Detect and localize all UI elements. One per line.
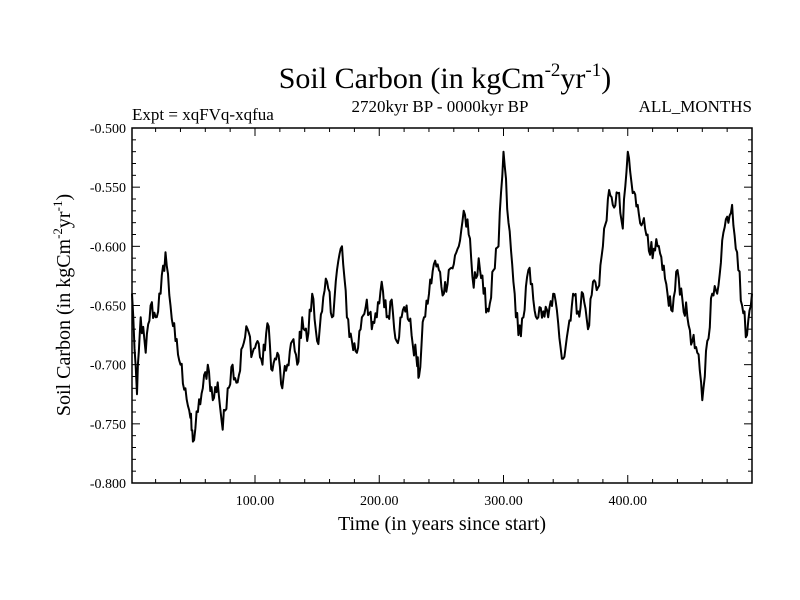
series-line-soil-carbon: [131, 150, 753, 443]
chart-title-end: ): [601, 62, 611, 95]
chart-title: Soil Carbon (in kgCm-2yr-1): [279, 60, 612, 95]
chart-title-sup1: -2: [545, 60, 561, 81]
y-axis: -0.500 -0.550 -0.600 -0.650 -0.700 -0.750 -0.8…: [90, 122, 752, 492]
y-tick-label: -0.650: [90, 300, 126, 315]
y-tick-label: -0.600: [90, 240, 126, 255]
y-axis-label-sup2: -1: [50, 201, 65, 212]
chart-title-mid: yr: [560, 62, 585, 95]
chart-title-main: Soil Carbon (in kgCm: [279, 62, 545, 95]
plot-frame: [131, 127, 753, 484]
y-tick-label: -0.700: [90, 359, 126, 374]
x-tick-label: 200.00: [360, 494, 399, 509]
x-axis-label: Time (in years since start): [338, 513, 546, 535]
x-tick-label: 300.00: [484, 494, 523, 509]
y-tick-label: -0.550: [90, 181, 126, 196]
y-tick-label: -0.750: [90, 418, 126, 433]
subtitle-period: 2720kyr BP - 0000kyr BP: [352, 97, 529, 116]
y-axis-label-sup1: -2: [50, 228, 65, 239]
subtitle-experiment: Expt = xqFVq-xqfua: [132, 105, 274, 124]
x-tick-label: 100.00: [236, 494, 275, 509]
chart-title-sup2: -1: [585, 60, 601, 81]
y-tick-label: -0.800: [90, 477, 126, 492]
y-axis-label-main: Soil Carbon (in kgCm: [53, 238, 75, 416]
x-tick-label: 400.00: [609, 494, 648, 509]
series-group: [131, 150, 753, 443]
subtitle-months: ALL_MONTHS: [639, 97, 752, 116]
y-axis-label-mid: yr: [53, 211, 75, 228]
x-axis: 100.00 200.00 300.00 400.00: [155, 128, 728, 509]
y-axis-label-end: ): [53, 194, 75, 201]
y-tick-label: -0.500: [90, 122, 126, 137]
y-axis-label: Soil Carbon (in kgCm-2yr-1): [50, 194, 75, 416]
